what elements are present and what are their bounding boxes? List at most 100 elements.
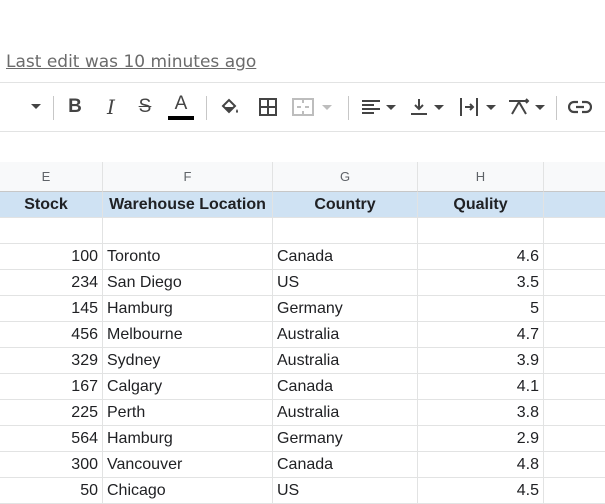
stock-cell[interactable]: 564	[0, 426, 103, 452]
table-row: 329 Sydney Australia 3.9	[0, 348, 605, 374]
column-header-i[interactable]	[544, 162, 605, 192]
empty-cell[interactable]	[544, 296, 605, 322]
empty-cell[interactable]	[544, 218, 605, 244]
empty-cell[interactable]	[544, 270, 605, 296]
country-cell[interactable]: US	[273, 270, 418, 296]
toolbar-separator	[206, 96, 207, 120]
country-cell[interactable]: Australia	[273, 322, 418, 348]
quality-cell[interactable]: 4.5	[418, 478, 544, 504]
stock-cell[interactable]	[0, 218, 103, 244]
bold-button[interactable]: B	[62, 83, 88, 131]
stock-cell[interactable]: 100	[0, 244, 103, 270]
empty-cell[interactable]	[544, 374, 605, 400]
warehouse-location-cell[interactable]: Toronto	[103, 244, 273, 270]
warehouse-location-cell[interactable]: Hamburg	[103, 426, 273, 452]
stock-cell[interactable]: 145	[0, 296, 103, 322]
quality-cell[interactable]: 3.8	[418, 400, 544, 426]
strikethrough-icon: S	[138, 96, 152, 117]
country-cell[interactable]: US	[273, 478, 418, 504]
italic-button[interactable]: I	[98, 83, 124, 131]
quality-cell[interactable]	[418, 218, 544, 244]
formula-bar[interactable]	[0, 132, 605, 162]
empty-cell[interactable]	[544, 452, 605, 478]
vertical-align-icon[interactable]	[406, 83, 448, 131]
empty-cell[interactable]	[544, 244, 605, 270]
toolbar-separator	[556, 96, 557, 120]
last-edit-link[interactable]: Last edit was 10 minutes ago	[6, 52, 257, 72]
warehouse-location-cell[interactable]: Calgary	[103, 374, 273, 400]
insert-link-icon[interactable]	[566, 83, 594, 131]
warehouse-location-cell[interactable]: Vancouver	[103, 452, 273, 478]
column-header-g[interactable]: G	[273, 162, 418, 192]
empty-cell[interactable]	[544, 322, 605, 348]
quality-cell[interactable]: 3.9	[418, 348, 544, 374]
warehouse-location-cell[interactable]: Sydney	[103, 348, 273, 374]
chevron-down-icon[interactable]	[26, 83, 46, 131]
country-cell[interactable]: Germany	[273, 426, 418, 452]
table-row: 225 Perth Australia 3.8	[0, 400, 605, 426]
stock-cell[interactable]: 456	[0, 322, 103, 348]
table-row: 50 Chicago US 4.5	[0, 478, 605, 504]
country-cell[interactable]: Australia	[273, 400, 418, 426]
table-row: 167 Calgary Canada 4.1	[0, 374, 605, 400]
italic-icon: I	[107, 95, 115, 119]
table-row: 234 San Diego US 3.5	[0, 270, 605, 296]
table-row	[0, 218, 605, 244]
quality-cell[interactable]: 2.9	[418, 426, 544, 452]
column-header-e[interactable]: E	[0, 162, 103, 192]
fill-color-icon[interactable]	[216, 83, 244, 131]
warehouse-location-cell[interactable]: Chicago	[103, 478, 273, 504]
column-header-row: E F G H	[0, 162, 605, 192]
quality-cell[interactable]: 4.7	[418, 322, 544, 348]
text-color-icon: A	[174, 92, 188, 114]
borders-icon[interactable]	[254, 83, 282, 131]
header-row: Stock Warehouse Location Country Quality	[0, 192, 605, 218]
header-cell-warehouse-location[interactable]: Warehouse Location	[103, 192, 273, 218]
country-cell[interactable]: Australia	[273, 348, 418, 374]
text-color-swatch	[168, 115, 194, 120]
header-cell-empty[interactable]	[544, 192, 605, 218]
stock-cell[interactable]: 329	[0, 348, 103, 374]
country-cell[interactable]: Canada	[273, 452, 418, 478]
quality-cell[interactable]: 3.5	[418, 270, 544, 296]
stock-cell[interactable]: 50	[0, 478, 103, 504]
empty-cell[interactable]	[544, 400, 605, 426]
warehouse-location-cell[interactable]: Perth	[103, 400, 273, 426]
warehouse-location-cell[interactable]: Hamburg	[103, 296, 273, 322]
warehouse-location-cell[interactable]	[103, 218, 273, 244]
empty-cell[interactable]	[544, 478, 605, 504]
formatting-toolbar: B I S A	[0, 82, 605, 132]
quality-cell[interactable]: 4.6	[418, 244, 544, 270]
country-cell[interactable]: Germany	[273, 296, 418, 322]
country-cell[interactable]: Canada	[273, 374, 418, 400]
warehouse-location-cell[interactable]: Melbourne	[103, 322, 273, 348]
merge-cells-icon[interactable]	[290, 83, 336, 131]
table-row: 456 Melbourne Australia 4.7	[0, 322, 605, 348]
header-cell-stock[interactable]: Stock	[0, 192, 103, 218]
quality-cell[interactable]: 4.1	[418, 374, 544, 400]
text-rotation-icon[interactable]	[506, 83, 548, 131]
table-row: 300 Vancouver Canada 4.8	[0, 452, 605, 478]
strikethrough-button[interactable]: S	[132, 83, 158, 131]
stock-cell[interactable]: 167	[0, 374, 103, 400]
text-wrap-icon[interactable]	[456, 83, 500, 131]
quality-cell[interactable]: 4.8	[418, 452, 544, 478]
table-row: 145 Hamburg Germany 5	[0, 296, 605, 322]
table-row: 564 Hamburg Germany 2.9	[0, 426, 605, 452]
empty-cell[interactable]	[544, 426, 605, 452]
quality-cell[interactable]: 5	[418, 296, 544, 322]
stock-cell[interactable]: 225	[0, 400, 103, 426]
header-cell-quality[interactable]: Quality	[418, 192, 544, 218]
text-color-button[interactable]: A	[166, 83, 196, 131]
country-cell[interactable]: Canada	[273, 244, 418, 270]
column-header-f[interactable]: F	[103, 162, 273, 192]
stock-cell[interactable]: 300	[0, 452, 103, 478]
horizontal-align-icon[interactable]	[358, 83, 400, 131]
warehouse-location-cell[interactable]: San Diego	[103, 270, 273, 296]
toolbar-separator	[53, 96, 54, 120]
column-header-h[interactable]: H	[418, 162, 544, 192]
empty-cell[interactable]	[544, 348, 605, 374]
country-cell[interactable]	[273, 218, 418, 244]
stock-cell[interactable]: 234	[0, 270, 103, 296]
header-cell-country[interactable]: Country	[273, 192, 418, 218]
